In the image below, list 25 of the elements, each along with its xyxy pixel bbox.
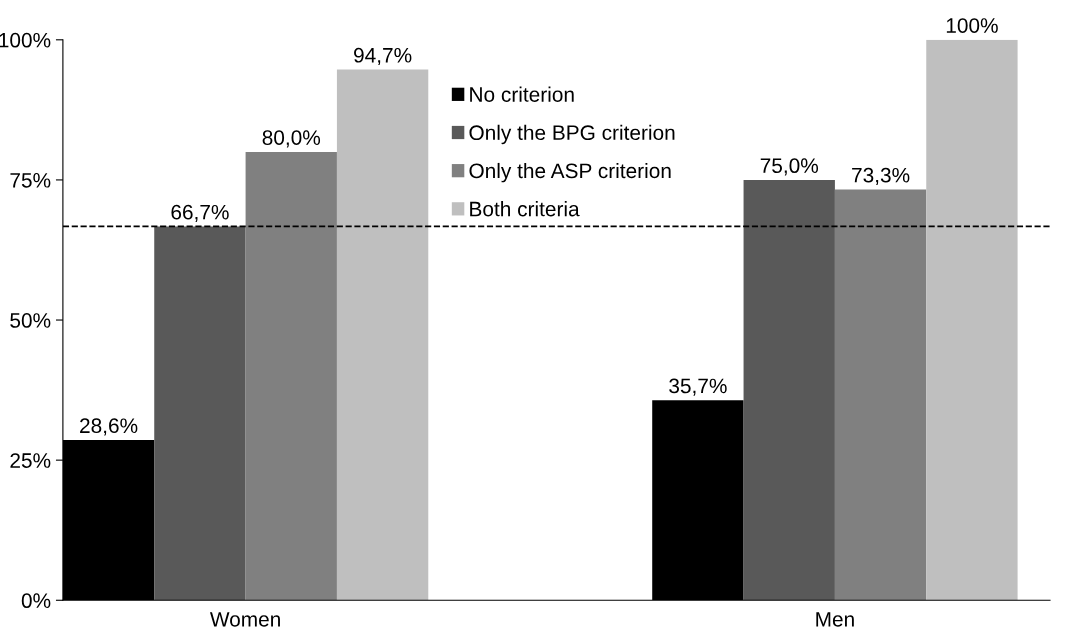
y-tick-label: 50% [10, 313, 51, 328]
data-label: 75,0% [760, 158, 819, 176]
legend-label: No criterion [470, 86, 574, 102]
y-tick-label: 100% [0, 32, 51, 48]
data-label: 100% [946, 18, 998, 33]
data-label: 66,7% [171, 204, 229, 222]
legend-label: Only the ASP criterion [469, 162, 671, 183]
data-label: 28,6% [80, 418, 138, 436]
x-tick-label: Men [816, 612, 854, 627]
bar [926, 39, 1018, 601]
legend-label: Both criteria [470, 201, 580, 217]
y-tick-label: 25% [10, 453, 51, 468]
bar [743, 179, 835, 601]
bar [245, 151, 337, 601]
bar [336, 69, 429, 601]
data-label: 35,7% [669, 378, 727, 396]
bar [154, 226, 246, 601]
data-label: 73,3% [852, 167, 910, 186]
y-tick-label: 75% [10, 173, 51, 188]
data-label: 94,7% [354, 47, 412, 66]
y-tick-label: 0% [21, 593, 51, 609]
bar [834, 189, 927, 601]
legend-label: Only the BPG criterion [469, 124, 675, 145]
data-label: 80,0% [262, 130, 321, 148]
x-tick-label: Women [209, 612, 280, 627]
